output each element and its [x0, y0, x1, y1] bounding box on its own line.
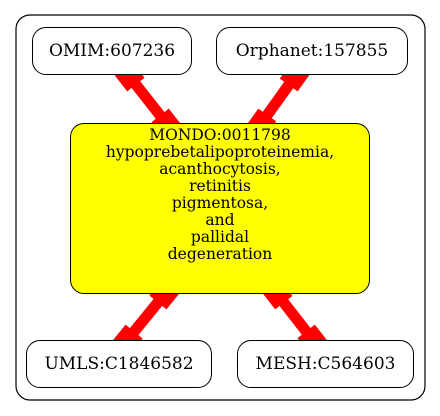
center-label-line-6: pallidal [190, 228, 250, 246]
node-umls-label: UMLS:C1846582 [44, 354, 194, 374]
center-label-line-5: and [205, 211, 235, 229]
node-omim[interactable]: OMIM:607236 [32, 27, 192, 75]
node-omim-label: OMIM:607236 [48, 41, 176, 61]
center-label-line-1: hypoprebetalipoproteinemia, [105, 143, 335, 161]
center-label-line-3: retinitis [189, 177, 251, 195]
node-mesh-label: MESH:C564603 [255, 354, 396, 374]
node-orphanet-label: Orphanet:157855 [235, 41, 389, 61]
graph-cluster-border [15, 14, 426, 401]
node-mesh[interactable]: MESH:C564603 [237, 340, 414, 388]
center-label-line-2: acanthocytosis, [159, 160, 281, 178]
center-label-line-4: pigmentosa, [171, 194, 269, 212]
center-node-id: MONDO:0011798 [149, 126, 291, 144]
node-orphanet[interactable]: Orphanet:157855 [216, 27, 408, 75]
node-umls[interactable]: UMLS:C1846582 [26, 340, 212, 388]
node-mondo-center[interactable]: MONDO:0011798 hypoprebetalipoproteinemia… [70, 123, 370, 294]
center-label-line-7: degeneration [167, 245, 273, 263]
